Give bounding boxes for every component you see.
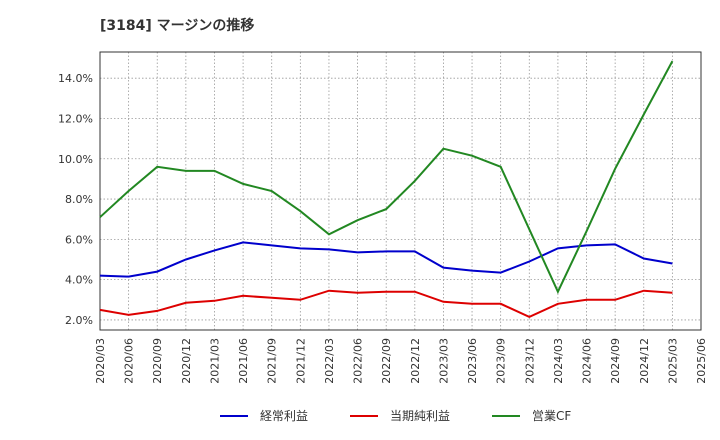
x-tick-label: 2022/12 (409, 338, 422, 384)
chart-title: [3184] マージンの推移 (100, 17, 254, 34)
x-tick-label: 2020/09 (151, 338, 164, 384)
x-tick-label: 2023/12 (523, 338, 536, 384)
grid-lines (99, 52, 702, 330)
x-tick-label: 2020/03 (94, 338, 107, 384)
series-lines (99, 60, 674, 318)
legend-label: 当期純利益 (390, 409, 450, 423)
y-tick-label: 10.0% (58, 153, 93, 166)
x-tick-label: 2021/09 (266, 338, 279, 384)
x-axis: 2020/03 2020/06 2020/09 2020/12 2021/03 2021/… (94, 338, 708, 384)
x-tick-label: 2024/03 (552, 338, 565, 384)
legend-label: 営業CF (532, 409, 571, 423)
x-tick-label: 2020/12 (180, 338, 193, 384)
y-tick-label: 2.0% (65, 314, 93, 327)
y-tick-label: 8.0% (65, 193, 93, 206)
x-tick-label: 2024/09 (609, 338, 622, 384)
y-tick-label: 12.0% (58, 112, 93, 125)
x-tick-label: 2021/03 (208, 338, 221, 384)
x-tick-label: 2024/12 (638, 338, 651, 384)
legend: 経常利益 当期純利益 営業CF (220, 409, 571, 423)
y-tick-label: 6.0% (65, 233, 93, 246)
x-tick-label: 2020/06 (123, 338, 136, 384)
x-tick-label: 2023/06 (466, 338, 479, 384)
x-tick-label: 2022/06 (352, 338, 365, 384)
y-tick-label: 4.0% (65, 274, 93, 287)
y-tick-label: 14.0% (58, 72, 93, 85)
x-tick-label: 2022/03 (323, 338, 336, 384)
x-tick-label: 2022/09 (380, 338, 393, 384)
plot-area (99, 51, 702, 331)
legend-label: 経常利益 (260, 409, 308, 423)
series-line (99, 289, 673, 318)
x-tick-label: 2021/06 (237, 338, 250, 384)
x-tick-label: 2021/12 (294, 338, 307, 384)
series-line (99, 60, 674, 295)
x-tick-label: 2025/03 (666, 338, 679, 384)
x-tick-label: 2025/06 (695, 338, 708, 384)
y-axis: 2.0% 4.0% 6.0% 8.0% 10.0% 12.0% 14.0% (58, 72, 93, 327)
series-line (99, 241, 673, 278)
x-tick-label: 2024/06 (581, 338, 594, 384)
x-tick-label: 2023/09 (495, 338, 508, 384)
x-tick-label: 2023/03 (437, 338, 450, 384)
